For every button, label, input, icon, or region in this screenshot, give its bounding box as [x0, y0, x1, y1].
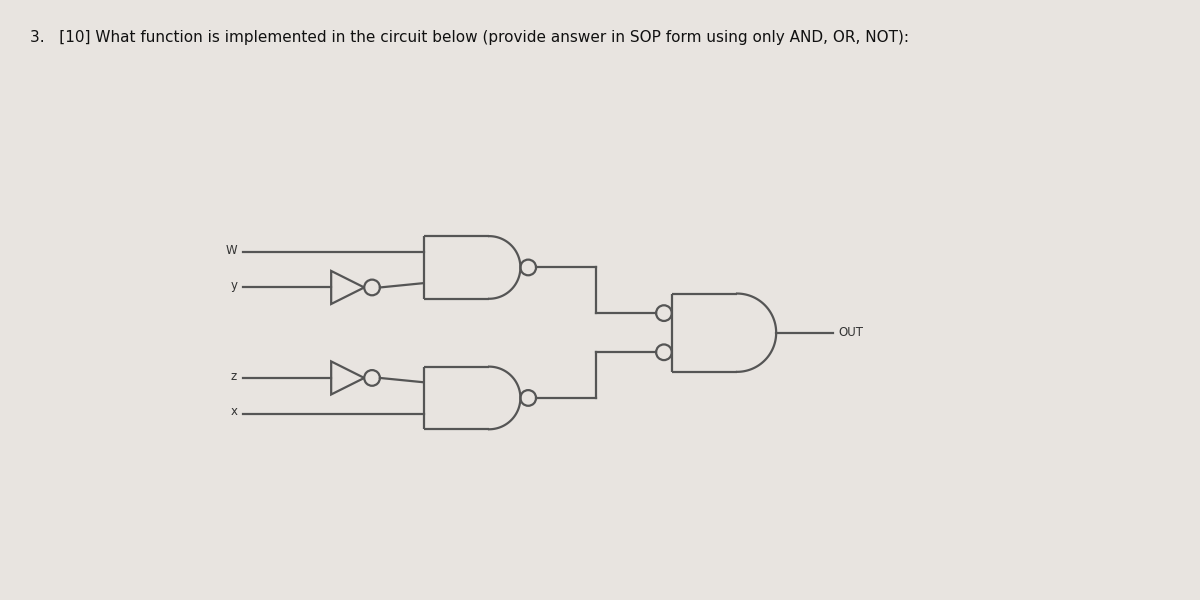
Text: W: W: [226, 244, 238, 257]
Text: 3.   [10] What function is implemented in the circuit below (provide answer in S: 3. [10] What function is implemented in …: [30, 30, 910, 45]
Text: OUT: OUT: [838, 326, 863, 339]
Text: x: x: [230, 406, 238, 418]
Text: y: y: [230, 279, 238, 292]
Text: z: z: [230, 370, 238, 383]
